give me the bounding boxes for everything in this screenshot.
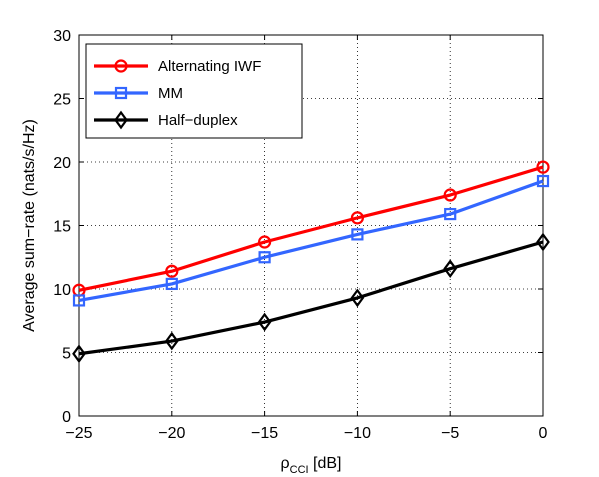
data-point-marker <box>165 277 178 291</box>
legend-label: MM <box>158 85 183 102</box>
y-tick-label: 5 <box>62 346 71 363</box>
data-point-marker <box>443 188 457 202</box>
series-line <box>78 240 544 356</box>
data-point-marker <box>351 228 364 241</box>
legend-entry: Alternating IWF <box>94 58 261 75</box>
data-point-marker <box>536 174 550 188</box>
x-axis-label-unit: [dB] <box>309 455 342 472</box>
x-tick-label: −5 <box>441 425 459 442</box>
series-square <box>72 174 550 307</box>
y-tick-label: 10 <box>53 282 71 299</box>
data-point-marker <box>350 288 365 308</box>
data-point-marker <box>258 251 271 264</box>
y-tick-label: 30 <box>53 28 71 45</box>
x-axis-label-subscript: CCI <box>290 464 309 476</box>
x-tick-label: −25 <box>65 425 92 442</box>
legend-entry: MM <box>94 85 183 102</box>
x-tick-label: 0 <box>539 425 548 442</box>
data-point-marker <box>164 331 179 351</box>
legend-marker <box>114 86 128 100</box>
x-axis-label: ρCCI [dB] <box>281 455 342 476</box>
legend: Alternating IWF MM Half−duplex <box>85 43 303 139</box>
data-point-marker <box>536 232 550 252</box>
data-point-marker <box>258 235 272 249</box>
series-line <box>78 165 544 292</box>
legend-label: Half−duplex <box>158 112 238 129</box>
data-point-marker <box>350 211 364 225</box>
data-point-marker <box>257 312 272 332</box>
data-point-marker <box>72 344 86 364</box>
x-tick-label: −10 <box>344 425 371 442</box>
x-axis-label-symbol: ρ <box>281 455 290 472</box>
y-tick-label: 25 <box>53 92 71 109</box>
series-group <box>72 160 550 364</box>
x-tick-label: −20 <box>158 425 185 442</box>
data-point-marker <box>72 294 86 307</box>
y-axis-label: Average sum−rate (nats/s/Hz) <box>21 119 38 332</box>
x-tick-label: −15 <box>251 425 278 442</box>
legend-marker <box>114 110 128 130</box>
y-tick-label: 20 <box>53 155 71 172</box>
series-diamond <box>72 232 550 364</box>
series-circle <box>72 160 550 297</box>
data-point-marker <box>165 264 179 278</box>
y-tick-label: 15 <box>53 219 71 236</box>
legend-label: Alternating IWF <box>158 58 261 75</box>
legend-entry: Half−duplex <box>94 110 238 130</box>
y-tick-label: 0 <box>62 409 71 426</box>
data-point-marker <box>444 207 457 221</box>
data-point-marker <box>443 259 458 279</box>
axis-ticks: −25 −20 −15 −10 −5 0 0 5 10 15 20 25 30 <box>53 28 547 442</box>
legend-marker <box>114 59 128 73</box>
series-line <box>78 179 544 303</box>
data-point-marker <box>536 160 550 174</box>
grid <box>79 35 543 416</box>
